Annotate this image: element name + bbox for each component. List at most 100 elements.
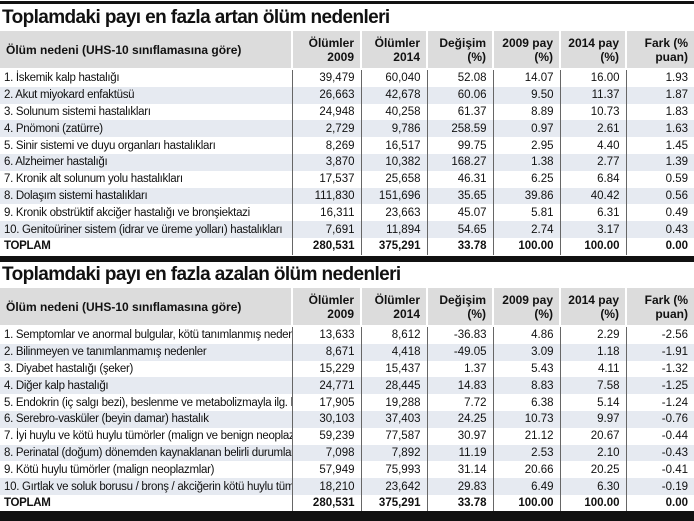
cause-name: 4. Pnömoni (zatürre): [0, 120, 292, 138]
table-row: 1. Semptomlar ve anormal bulgular, kötü …: [0, 327, 694, 344]
cell-value: 8,671: [291, 343, 361, 361]
total-value: 375,291: [360, 494, 427, 512]
table-row: 6. Serebro-vasküler (beyin damar) hastal…: [0, 410, 694, 428]
cell-value: 1.93: [625, 70, 694, 87]
table-row: 8. Dolaşım sistemi hastalıkları 111,830 15…: [0, 187, 694, 205]
cell-value: 0.49: [625, 204, 694, 222]
cell-value: 5.43: [492, 360, 560, 378]
cause-name: 1. İskemik kalp hastalığı: [4, 72, 120, 85]
cause-name: 6. Serebro-vasküler (beyin damar) hastal…: [0, 410, 292, 428]
cell-value: 4,418: [360, 343, 427, 361]
cell-value: 37,403: [360, 410, 427, 428]
cell-value: 20.66: [492, 461, 560, 479]
cell-value: 23,642: [360, 478, 427, 495]
cell-value: 4.11: [559, 360, 626, 378]
table-row: 5. Endokrin (iç salgı bezi), beslenme ve…: [0, 394, 694, 411]
cause-name: 6. Alzheimer hastalığı: [0, 153, 292, 171]
table-row: 10. Genitoüriner sistem (idrar ve üreme …: [0, 221, 694, 238]
cell-value: 9,786: [360, 120, 427, 138]
cause-name: 8. Perinatal (doğum) dönemden kaynaklana…: [0, 444, 292, 462]
total-value: 0.00: [625, 237, 694, 255]
cause-name: 3. Solunum sistemi hastalıkları: [4, 105, 151, 118]
total-row: TOPLAM 280,531 375,291 33.78 100.00 100.00 0.0…: [0, 494, 694, 512]
cell-value: 8,269: [291, 137, 361, 154]
table-row: 6. Alzheimer hastalığı 3,870 10,382 168.27 1…: [0, 153, 694, 171]
cell-value: -36.83: [426, 327, 493, 344]
cause-name: 10. Gırtlak ve soluk borusu / bronş / ak…: [0, 478, 292, 495]
table-row: 7. İyi huylu ve kötü huylu tümörler (mal…: [0, 427, 694, 445]
section-title: Toplamdaki payı en fazla azalan ölüm ned…: [2, 264, 401, 285]
increasing-causes-section: Toplamdaki payı en fazla artan ölüm nede…: [0, 5, 694, 255]
column-header: 2014 pay (%): [559, 31, 626, 68]
cell-value: 24.25: [426, 410, 493, 428]
column-header: 2009 pay (%): [492, 288, 560, 325]
column-header: Değişim (%): [426, 31, 493, 68]
table-row: 2. Bilinmeyen ve tanımlanmamış nedenler 8…: [0, 343, 694, 361]
cell-value: 30,103: [291, 410, 361, 428]
cell-value: -0.19: [625, 478, 694, 495]
total-row: TOPLAM 280,531 375,291 33.78 100.00 100.00 0.0…: [0, 237, 694, 255]
cell-value: 6.25: [492, 170, 560, 188]
cause-name: 5. Endokrin (iç salgı bezi), beslenme ve…: [4, 396, 292, 409]
cause-name: 10. Genitoüriner sistem (idrar ve üreme …: [0, 221, 292, 238]
cell-value: 13,633: [291, 327, 361, 344]
cell-value: 17,537: [291, 170, 361, 188]
cell-value: 10,382: [360, 153, 427, 171]
cell-value: 14.07: [492, 70, 560, 87]
cell-value: 20.25: [559, 461, 626, 479]
cell-value: 4.86: [492, 327, 560, 344]
cell-value: 7,691: [291, 221, 361, 238]
cell-value: 6.31: [559, 204, 626, 222]
cell-value: 40,258: [360, 103, 427, 121]
total-value: 100.00: [492, 494, 560, 512]
cell-value: 11,894: [360, 221, 427, 238]
cell-value: 28,445: [360, 377, 427, 395]
cell-value: 8,612: [360, 327, 427, 344]
cell-value: 19,288: [360, 394, 427, 411]
cell-value: 18,210: [291, 478, 361, 495]
cell-value: 11.19: [426, 444, 493, 462]
cell-value: 1.37: [426, 360, 493, 378]
cell-value: 1.63: [625, 120, 694, 138]
cell-value: 17,905: [291, 394, 361, 411]
cause-name: 1. Semptomlar ve anormal bulgular, kötü …: [4, 329, 292, 342]
cell-value: 46.31: [426, 170, 493, 188]
cell-value: 25,658: [360, 170, 427, 188]
cell-value: 21.12: [492, 427, 560, 445]
table-row: 7. Kronik alt solunum yolu hastalıkları 1…: [0, 170, 694, 188]
cell-value: 6.38: [492, 394, 560, 411]
cell-value: 16.00: [559, 70, 626, 87]
total-value: 280,531: [291, 237, 361, 255]
cell-value: 1.38: [492, 153, 560, 171]
section-divider: [0, 256, 694, 262]
total-value: 100.00: [559, 494, 626, 512]
cell-value: 57,949: [291, 461, 361, 479]
cell-value: 39,479: [291, 70, 361, 87]
cell-value: 52.08: [426, 70, 493, 87]
cell-value: 29.83: [426, 478, 493, 495]
cell-value: 1.45: [625, 137, 694, 154]
total-value: 100.00: [559, 237, 626, 255]
cell-value: 54.65: [426, 221, 493, 238]
cell-value: 30.97: [426, 427, 493, 445]
table-row: 9. Kronik obstrüktif akciğer hastalığı v…: [0, 204, 694, 222]
total-value: 33.78: [426, 494, 493, 512]
total-value: 33.78: [426, 237, 493, 255]
cause-name: 9. Kötü huylu tümörler (malign neoplazml…: [4, 463, 215, 476]
cell-value: 258.59: [426, 120, 493, 138]
cell-value: 2.29: [559, 327, 626, 344]
cell-value: 2.53: [492, 444, 560, 462]
total-label: TOPLAM: [4, 240, 51, 253]
cell-value: 24,771: [291, 377, 361, 395]
cell-value: 60.06: [426, 86, 493, 104]
cell-value: 3.17: [559, 221, 626, 238]
top-rule: [0, 1, 694, 4]
total-label: TOPLAM: [4, 497, 51, 510]
cell-value: 2.10: [559, 444, 626, 462]
column-header: Ölümler 2014: [360, 288, 427, 325]
cause-name: 2. Akut miyokard enfaktüsü: [0, 86, 292, 104]
cause-name: 3. Diyabet hastalığı (şeker): [4, 362, 134, 375]
header-row: Ölüm nedeni (UHS-10 sınıflamasına göre) Ö…: [0, 31, 694, 68]
cell-value: 60,040: [360, 70, 427, 87]
column-header: Ölümler 2009: [291, 288, 361, 325]
